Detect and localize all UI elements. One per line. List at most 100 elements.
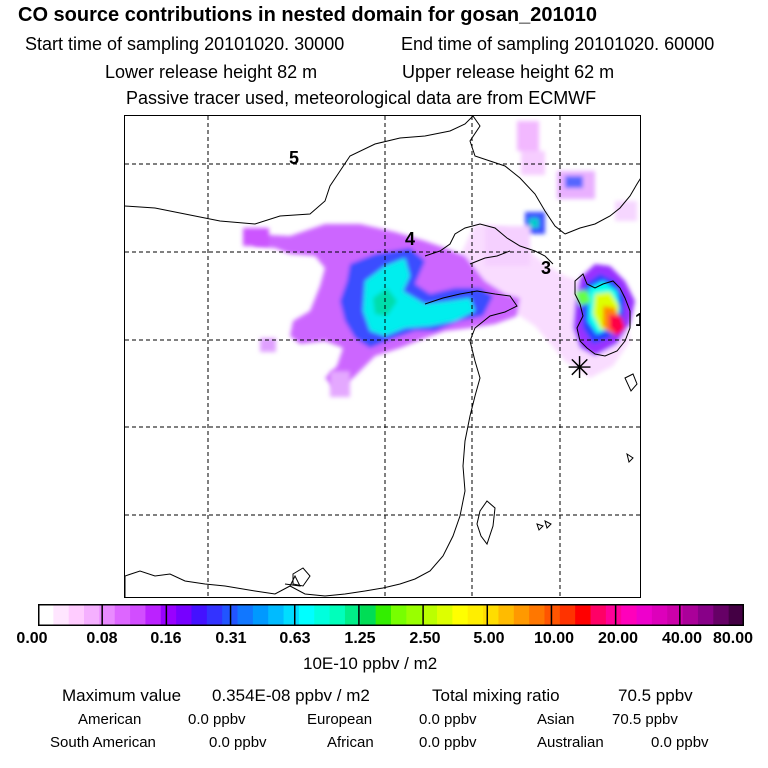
- colorbar-swatch: [53, 604, 70, 626]
- patch-mid-blue-core: [529, 218, 539, 228]
- patch-ne-top: [517, 121, 539, 151]
- colorbar-tick: 0.16: [150, 630, 182, 647]
- mongolia-border: [125, 116, 474, 225]
- shandong-coast: [424, 290, 518, 342]
- island-east-1: [536, 523, 544, 531]
- colorbar-swatch: [651, 604, 668, 626]
- manchuria-border: [469, 116, 566, 235]
- colorbar-swatch: [329, 604, 346, 626]
- colorbar-swatch: [375, 604, 392, 626]
- colorbar-swatch: [575, 604, 592, 626]
- colorbar: [38, 604, 744, 626]
- colorbar-tick: 0.63: [279, 630, 311, 647]
- colorbar-swatch: [498, 604, 515, 626]
- colorbar-swatch: [237, 604, 254, 626]
- start-time-label: Start time of sampling 20101020. 30000: [25, 34, 345, 54]
- patch-south-1: [260, 338, 276, 352]
- african-value: 0.0 ppbv: [419, 734, 477, 751]
- colorbar-swatch: [206, 604, 223, 626]
- colorbar-tick: 0.08: [86, 630, 118, 647]
- colorbar-swatch: [68, 604, 85, 626]
- colorbar-swatch: [728, 604, 744, 626]
- japan-kyushu: [624, 373, 638, 392]
- south-american-value: 0.0 ppbv: [209, 734, 267, 751]
- vietnam-border: [125, 570, 291, 597]
- european-value: 0.0 ppbv: [419, 711, 477, 728]
- colorbar-tick: 0.31: [215, 630, 247, 647]
- colorbar-swatch: [145, 604, 162, 626]
- colorbar-swatch: [314, 604, 331, 626]
- taiwan: [476, 500, 496, 546]
- plume-korea-red: [609, 314, 625, 336]
- korea-border: [564, 178, 640, 235]
- lower-release-label: Lower release height 82 m: [105, 62, 318, 82]
- colorbar-swatch: [252, 604, 269, 626]
- colorbar-swatch: [559, 604, 576, 626]
- european-label: European: [307, 711, 373, 728]
- colorbar-swatch: [590, 604, 607, 626]
- liaodong-coast: [469, 250, 511, 265]
- patch-ne-blue-core: [565, 176, 583, 188]
- korea-peninsula: [574, 273, 631, 357]
- colorbar-swatch: [130, 604, 147, 626]
- patch-south-2: [330, 371, 350, 397]
- colorbar-swatch: [467, 604, 484, 626]
- japan-island-1: [626, 452, 634, 463]
- colorbar-swatch: [529, 604, 546, 626]
- colorbar-swatch: [391, 604, 407, 626]
- asian-value: 70.5 ppbv: [612, 711, 678, 728]
- colorbar-swatch: [697, 604, 714, 626]
- upper-release-label: Upper release height 62 m: [402, 62, 615, 82]
- colorbar-swatch: [360, 604, 377, 626]
- colorbar-swatch: [283, 604, 300, 626]
- colorbar-tick: 5.00: [473, 630, 505, 647]
- asian-label: Asian: [537, 711, 575, 728]
- china-south-coast: [284, 574, 366, 597]
- colorbar-swatch: [99, 604, 116, 626]
- colorbar-tick: 1.25: [344, 630, 376, 647]
- total-mixing-value: 70.5 ppbv: [618, 686, 693, 705]
- colorbar-swatch: [84, 604, 100, 626]
- patch-yellow-sea: [485, 226, 530, 266]
- marker-3: 3: [541, 258, 551, 278]
- colorbar-swatch: [713, 604, 730, 626]
- colorbar-swatch: [406, 604, 423, 626]
- colorbar-swatch: [513, 604, 530, 626]
- colorbar-swatch: [176, 604, 193, 626]
- max-value-label: Maximum value: [62, 686, 182, 705]
- colorbar-swatch: [605, 604, 622, 626]
- colorbar-swatch: [114, 604, 131, 626]
- colorbar-swatch: [437, 604, 453, 626]
- colorbar-border: [38, 604, 744, 626]
- plume-cyan: [363, 258, 475, 336]
- colorbar-tick: 10.00: [533, 630, 575, 647]
- american-label: American: [78, 711, 142, 728]
- colorbar-tick: 0.00: [16, 630, 48, 647]
- colorbar-swatch: [344, 604, 361, 626]
- colorbar-tick: 40.00: [661, 630, 703, 647]
- colorbar-swatch: [452, 604, 469, 626]
- african-label: African: [327, 734, 374, 751]
- colorbar-swatch: [298, 604, 315, 626]
- marker-5: 5: [289, 148, 299, 168]
- colorbar-swatch: [621, 604, 638, 626]
- patch-far-ne: [615, 201, 637, 221]
- map-coastlines: [125, 116, 640, 597]
- american-value: 0.0 ppbv: [188, 711, 246, 728]
- colorbar-swatch: [421, 604, 438, 626]
- marker-4: 4: [405, 229, 415, 249]
- map-title: CO source contributions in nested domain…: [18, 4, 598, 26]
- map-panel: ✳ 5 4 3 1: [124, 115, 641, 598]
- end-time-label: End time of sampling 20101020. 60000: [401, 34, 715, 54]
- colorbar-swatch: [38, 604, 54, 626]
- australian-label: Australian: [537, 734, 604, 751]
- map-gridlines: [125, 116, 640, 597]
- island-east-2: [544, 520, 552, 529]
- colorbar-swatch: [682, 604, 699, 626]
- footprint-patches: [243, 121, 637, 397]
- map-svg: ✳ 5 4 3 1: [125, 116, 640, 597]
- colorbar-tick: 80.00: [712, 630, 754, 647]
- hainan: [292, 567, 311, 587]
- australian-value: 0.0 ppbv: [651, 734, 709, 751]
- patch-ne-2: [521, 151, 545, 175]
